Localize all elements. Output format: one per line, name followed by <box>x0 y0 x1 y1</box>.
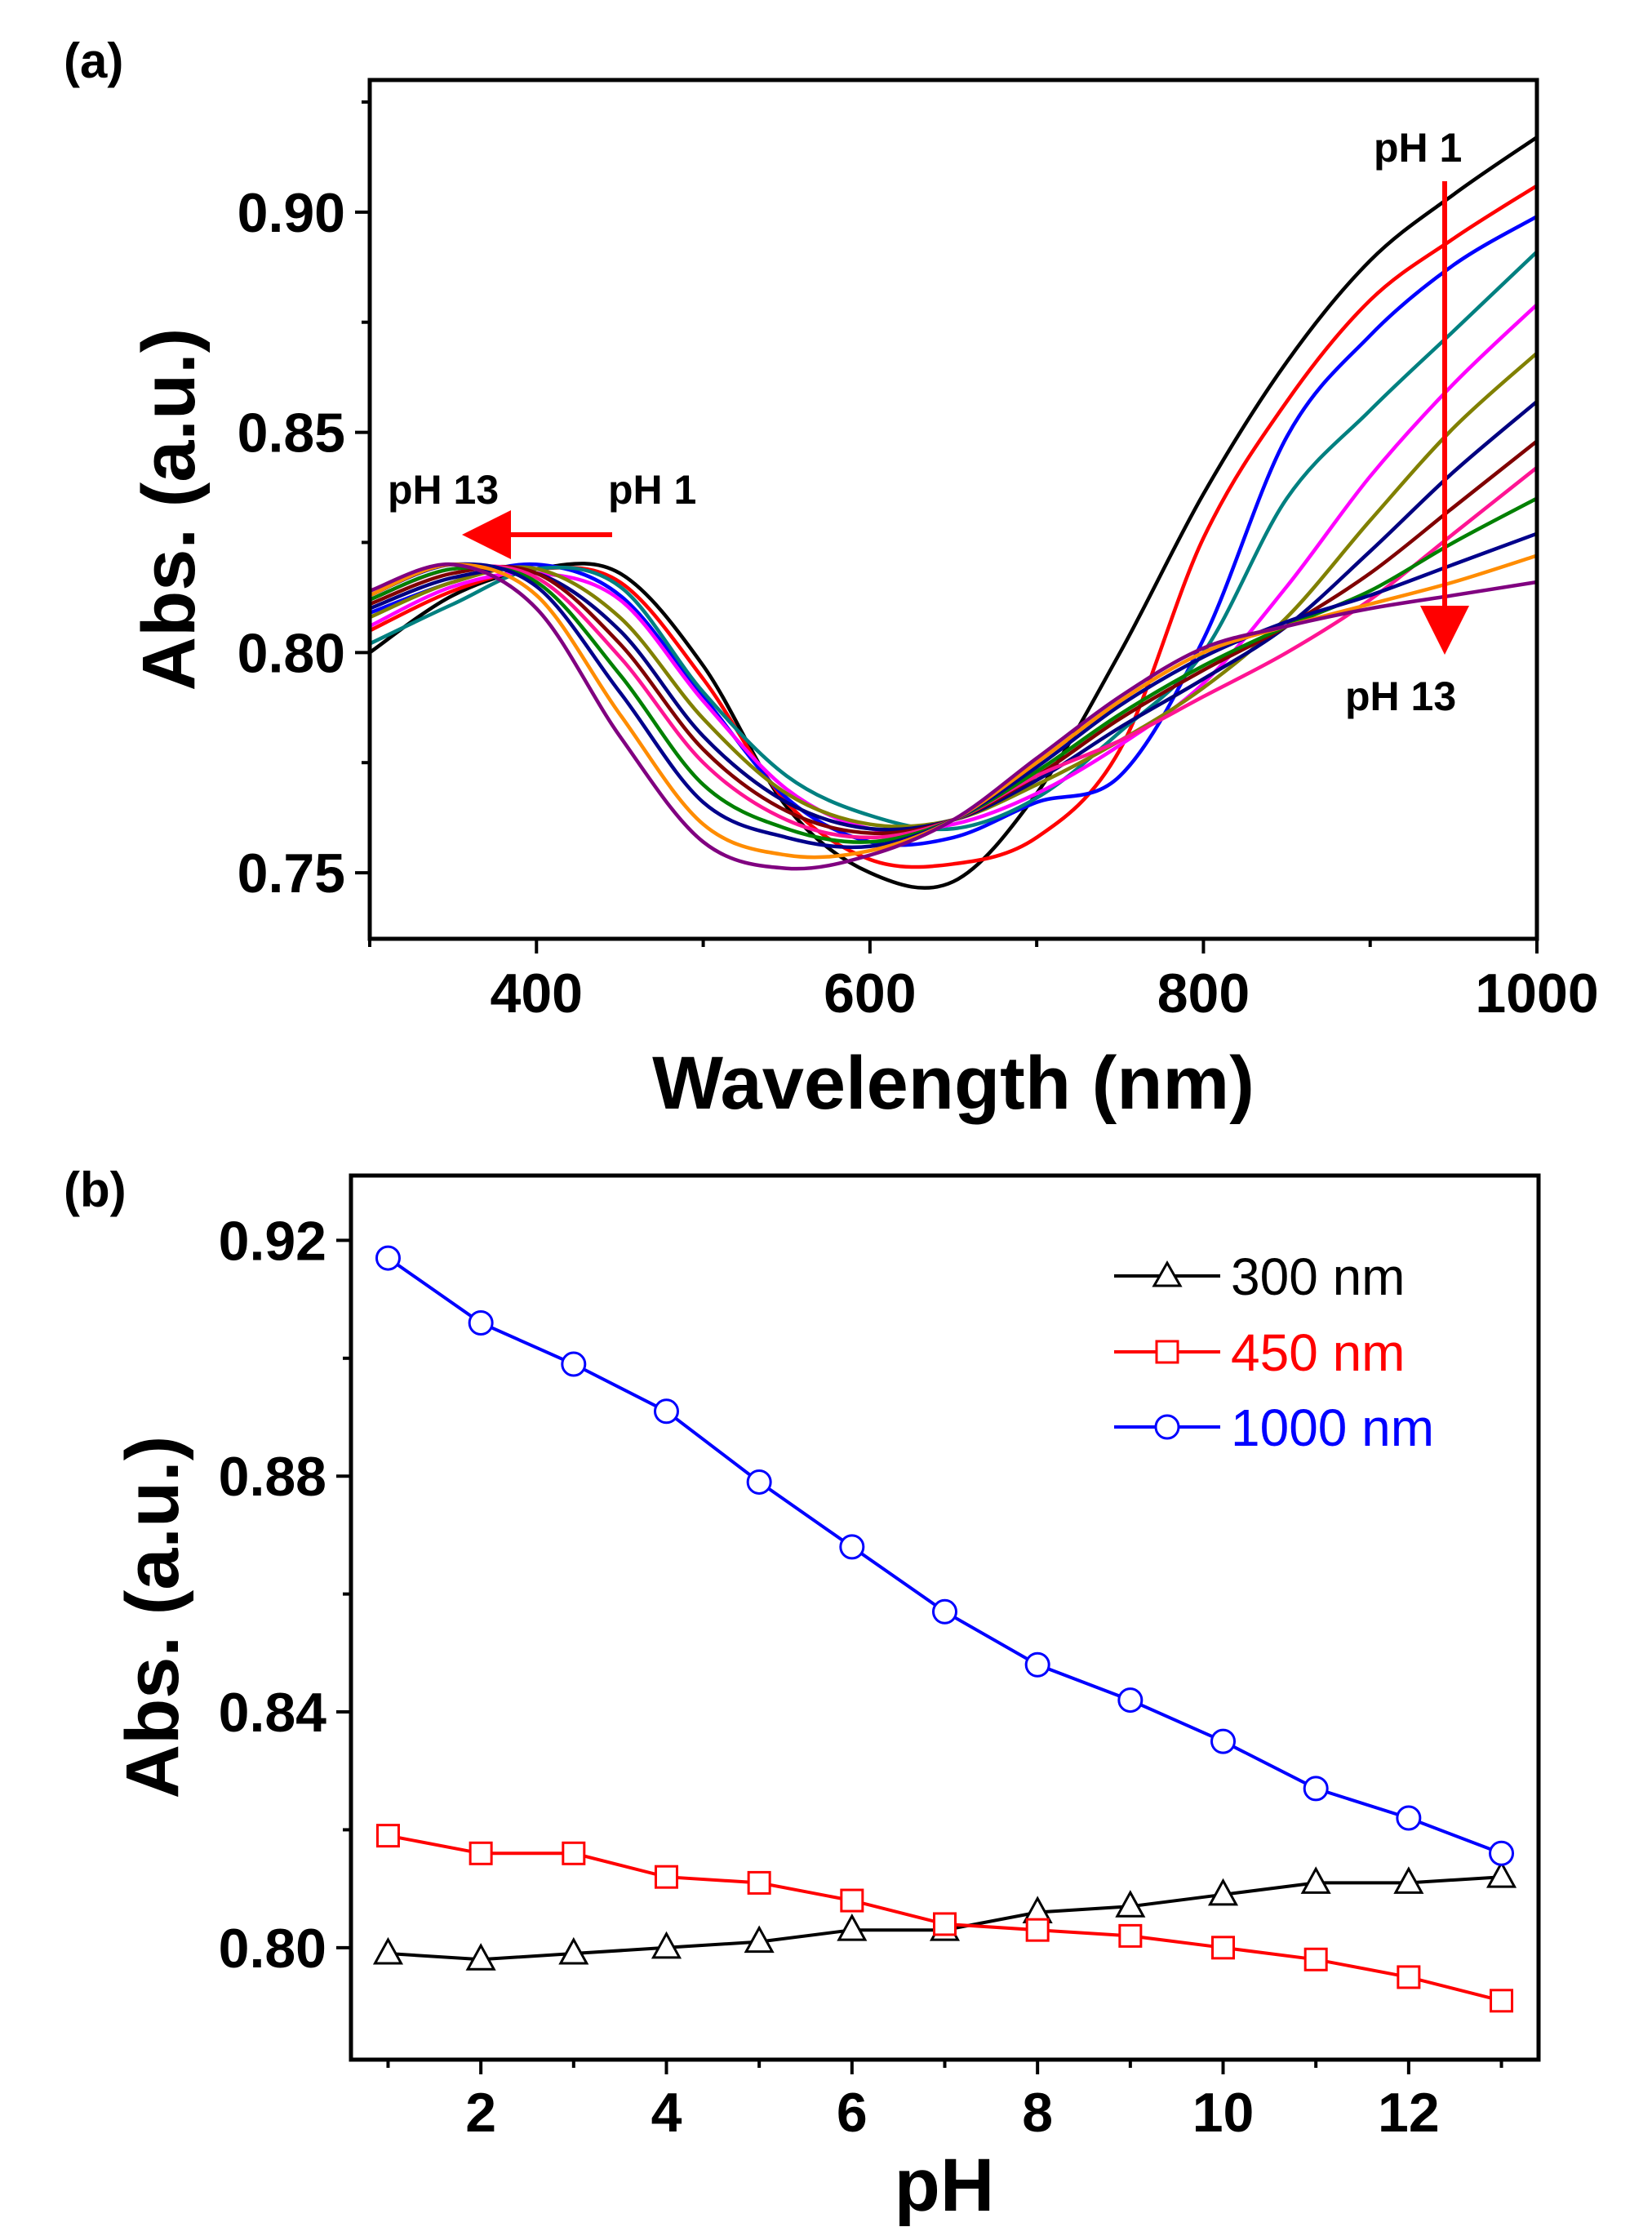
data-point-1000-nm <box>1210 1728 1237 1754</box>
b-x-tick-label: 8 <box>1022 2082 1053 2144</box>
b-x-tick-label: 6 <box>837 2082 868 2144</box>
panel-b-plot-area <box>372 1245 1517 2013</box>
annotation-right-ph1: pH 1 <box>1374 125 1462 171</box>
data-point-300-nm <box>1485 1860 1517 1888</box>
spectrum-line-ph-8 <box>369 439 1539 836</box>
panel-a-ticks: 400 600 800 1000 0.75 0.80 0.85 0.90 <box>238 100 1599 1025</box>
b-x-tick-label: 10 <box>1192 2082 1255 2144</box>
a-x-tick-label: 800 <box>1157 962 1250 1025</box>
data-point-450-nm <box>469 1841 493 1865</box>
a-x-tick-label: 400 <box>491 962 583 1025</box>
spectrum-line-ph-9 <box>369 465 1539 840</box>
data-point-450-nm <box>933 1912 957 1936</box>
data-point-1000-nm <box>1024 1651 1050 1678</box>
data-point-450-nm <box>1211 1936 1236 1960</box>
legend-label-300nm: 300 nm <box>1231 1247 1405 1306</box>
data-point-1000-nm <box>375 1245 401 1271</box>
data-point-450-nm <box>1025 1918 1050 1942</box>
spectrum-line-ph-10 <box>369 496 1539 844</box>
data-point-300-nm <box>837 1914 868 1941</box>
b-x-tick-label: 4 <box>651 2082 682 2144</box>
a-y-tick-label: 0.85 <box>238 402 345 465</box>
spectrum-line-ph-5 <box>369 303 1539 833</box>
data-point-300-nm <box>744 1925 775 1954</box>
data-point-450-nm <box>562 1841 586 1865</box>
data-point-300-nm <box>1115 1890 1146 1918</box>
data-point-1000-nm <box>1303 1776 1329 1802</box>
panel-b-legend: 300 nm 450 nm 1000 nm <box>1114 1247 1434 1457</box>
data-point-1000-nm <box>1396 1805 1422 1831</box>
panel-a-frame <box>367 78 1539 941</box>
legend-item-450nm: 450 nm <box>1114 1323 1405 1382</box>
data-point-300-nm <box>1207 1878 1239 1906</box>
data-point-1000-nm <box>1117 1687 1144 1714</box>
data-point-450-nm <box>840 1888 864 1913</box>
data-point-450-nm <box>1303 1947 1328 1971</box>
b-x-tick-label: 2 <box>465 2082 496 2144</box>
legend-item-1000nm: 1000 nm <box>1114 1398 1434 1457</box>
annotation-right-ph13: pH 13 <box>1345 673 1456 719</box>
panel-a-y-axis-title: Abs. (a.u.) <box>127 328 211 691</box>
data-point-300-nm <box>558 1936 589 1965</box>
panel-b-y-axis-title: Abs. (a.u.) <box>111 1436 194 1799</box>
data-point-450-nm <box>654 1865 678 1889</box>
data-point-450-nm <box>375 1824 400 1848</box>
data-point-450-nm <box>1118 1923 1143 1948</box>
spectrum-line-ph-1 <box>368 136 1539 890</box>
b-y-tick-label: 0.88 <box>219 1446 326 1508</box>
legend-label-1000nm: 1000 nm <box>1231 1398 1434 1457</box>
annotation-left-ph13: pH 13 <box>388 467 499 513</box>
spectrum-line-ph-2 <box>369 184 1539 869</box>
data-point-1000-nm <box>839 1534 865 1560</box>
panel-a-x-axis-title: Wavelength (nm) <box>652 1042 1255 1125</box>
spectrum-line-ph-4 <box>369 250 1539 832</box>
data-point-1000-nm <box>1489 1840 1515 1866</box>
a-y-tick-label: 0.80 <box>238 622 345 684</box>
legend-label-450nm: 450 nm <box>1231 1323 1405 1382</box>
data-point-1000-nm <box>468 1310 494 1336</box>
data-point-450-nm <box>1490 1989 1514 2013</box>
b-x-tick-label: 12 <box>1378 2082 1440 2144</box>
b-y-tick-label: 0.84 <box>219 1682 327 1744</box>
panel-a-label: (a) <box>64 33 123 88</box>
panel-b-ticks: 2 4 6 8 10 12 0.80 0.84 0.88 0.92 <box>219 1210 1503 2144</box>
spectrum-line-ph-3 <box>369 215 1539 847</box>
legend-item-300nm: 300 nm <box>1114 1247 1405 1306</box>
data-point-300-nm <box>1300 1866 1331 1894</box>
spectrum-line-ph-13 <box>369 562 1538 871</box>
panel-b-x-axis-title: pH <box>895 2144 995 2227</box>
a-y-tick-label: 0.90 <box>238 182 345 244</box>
data-point-300-nm <box>465 1943 496 1971</box>
data-point-450-nm <box>747 1870 771 1895</box>
data-point-1000-nm <box>932 1598 957 1625</box>
panel-a-spectra-chart: (a) 400 600 800 1000 0.75 0.80 0.85 0.90 Wavele… <box>64 33 1599 1125</box>
data-point-450-nm <box>1397 1965 1421 1989</box>
data-point-300-nm <box>651 1931 682 1959</box>
a-x-tick-label: 1000 <box>1475 962 1598 1025</box>
data-point-300-nm <box>372 1936 404 1965</box>
b-y-tick-label: 0.92 <box>219 1210 326 1272</box>
panel-b-ph-chart: (b) 2 4 6 8 10 12 0.80 0.84 0.88 0.92 pH Abs. (a.… <box>64 1162 1541 2227</box>
a-x-tick-label: 600 <box>824 962 916 1025</box>
data-point-1000-nm <box>746 1469 772 1495</box>
annotation-left-ph1: pH 1 <box>608 467 696 513</box>
panel-b-label: (b) <box>64 1162 127 1217</box>
a-y-tick-label: 0.75 <box>238 842 345 905</box>
b-y-tick-label: 0.80 <box>219 1918 326 1980</box>
data-point-300-nm <box>1393 1866 1424 1894</box>
data-point-1000-nm <box>653 1398 679 1425</box>
data-point-1000-nm <box>561 1351 587 1377</box>
panel-a-plot-area <box>368 136 1539 890</box>
